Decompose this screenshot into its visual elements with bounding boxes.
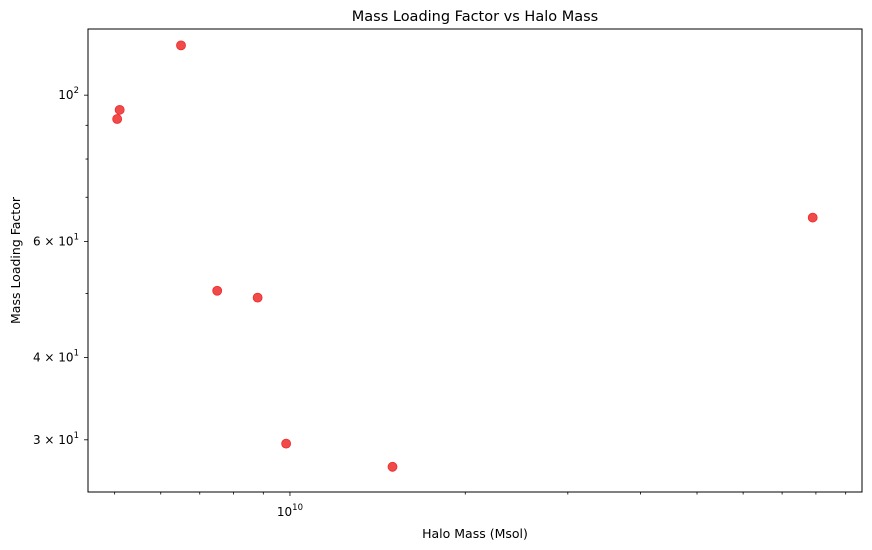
x-axis-label: Halo Mass (Msol) bbox=[422, 526, 528, 541]
chart-title: Mass Loading Factor vs Halo Mass bbox=[352, 9, 598, 25]
data-point bbox=[212, 285, 223, 296]
data-point bbox=[112, 114, 123, 124]
plot-area bbox=[87, 28, 863, 493]
y-tick-label: 6 × 101 bbox=[33, 232, 79, 248]
data-point bbox=[807, 212, 818, 223]
y-axis-label: Mass Loading Factor bbox=[8, 196, 23, 324]
data-point bbox=[281, 438, 292, 449]
data-point bbox=[387, 461, 398, 472]
data-points bbox=[112, 40, 818, 472]
x-tick-label: 1010 bbox=[277, 503, 303, 519]
data-point bbox=[252, 292, 263, 303]
y-tick-label: 4 × 101 bbox=[33, 348, 79, 364]
y-tick-label: 102 bbox=[58, 86, 79, 102]
data-point bbox=[176, 40, 186, 51]
minor-ticks bbox=[85, 124, 847, 495]
major-ticks: 1010 102 6 × 101 4 × 101 3 × 101 bbox=[33, 86, 303, 519]
data-point bbox=[114, 104, 125, 115]
y-tick-label: 3 × 101 bbox=[33, 431, 79, 447]
